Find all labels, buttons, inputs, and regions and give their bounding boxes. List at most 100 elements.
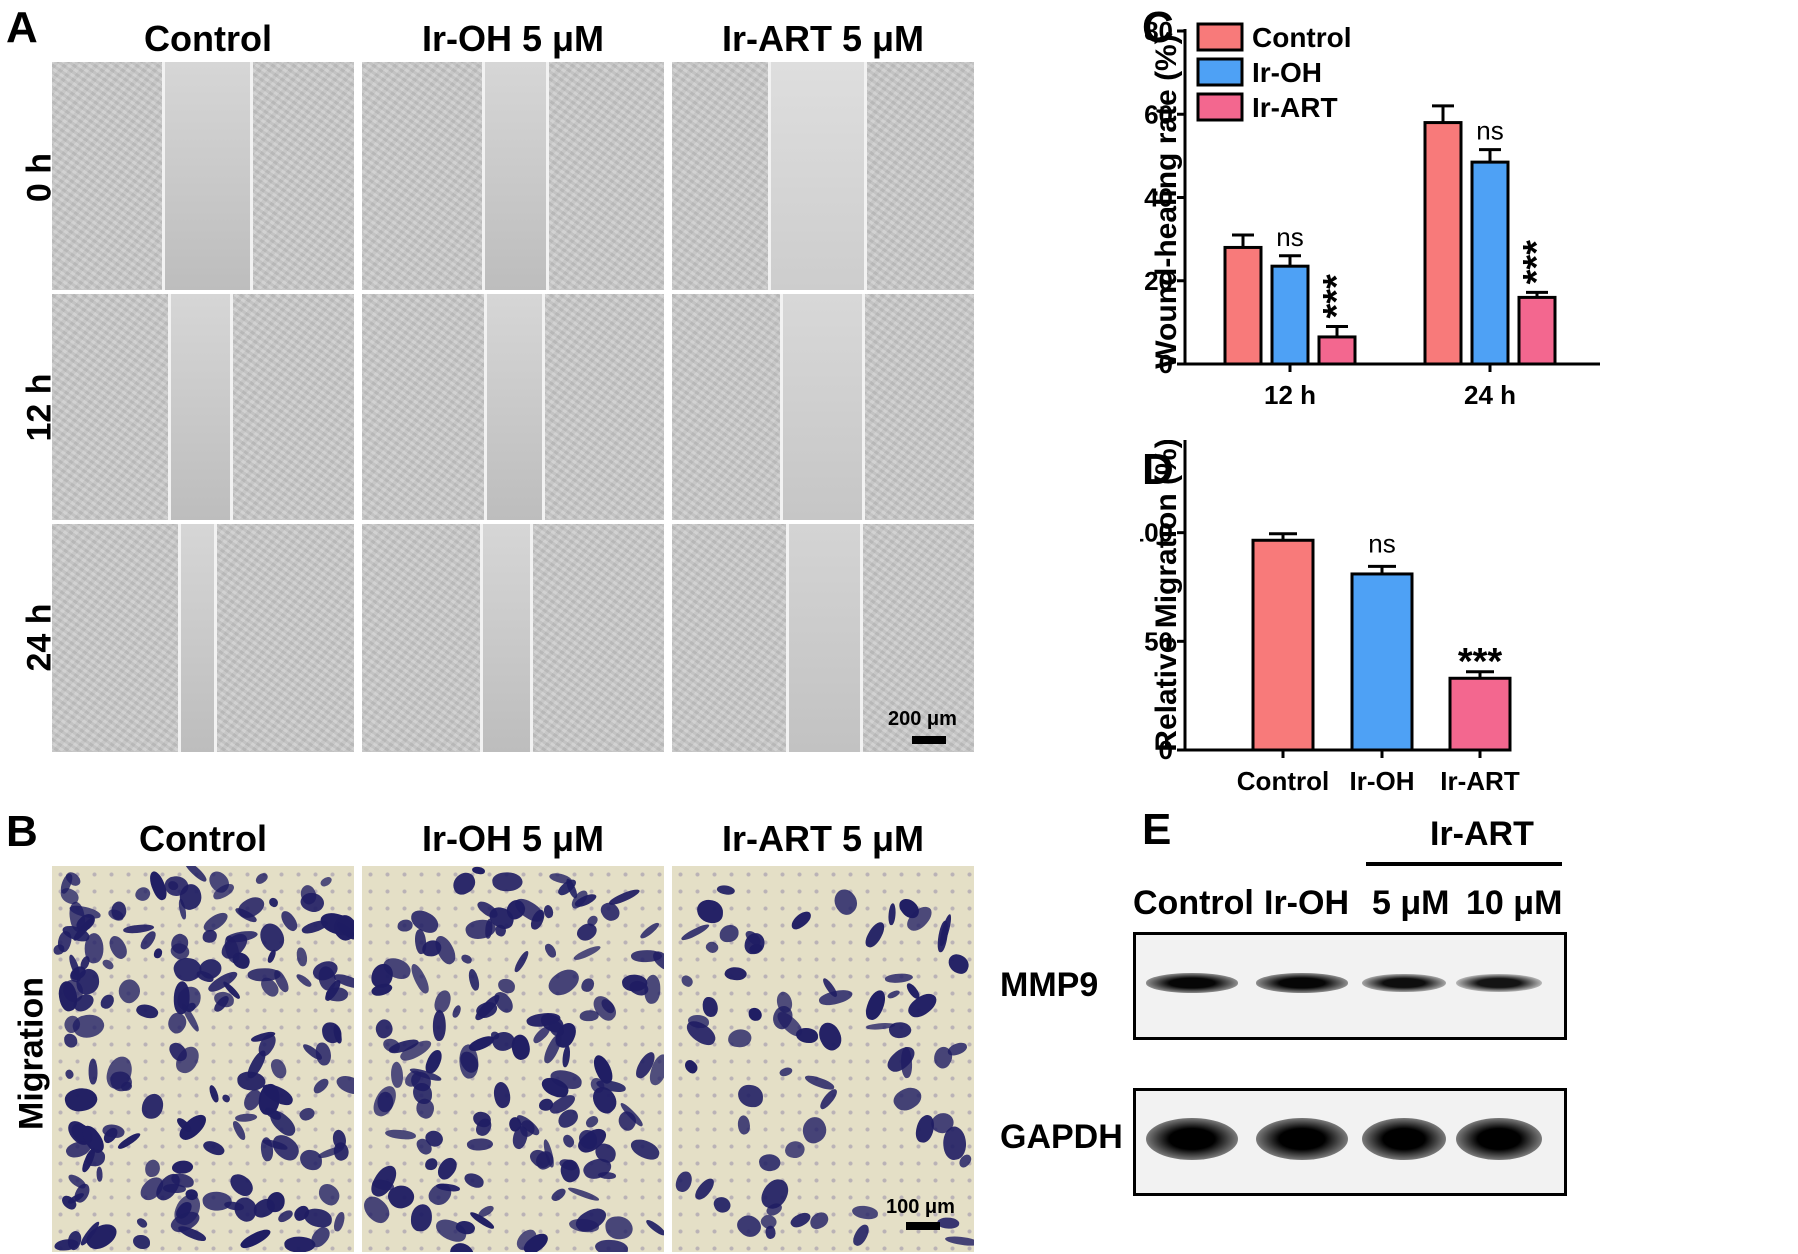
stained-cell-cluster xyxy=(314,1180,344,1209)
stained-cell-cluster xyxy=(852,1204,880,1220)
stained-cell-cluster xyxy=(320,1020,343,1044)
stained-cell-cluster xyxy=(221,1093,232,1104)
stained-cell-cluster xyxy=(561,1045,571,1069)
stained-cell-cluster xyxy=(389,1061,405,1089)
wb-band-label-mmp9: MMP9 xyxy=(1000,966,1099,1004)
stained-cell-cluster xyxy=(407,961,432,996)
stained-cell-cluster xyxy=(573,943,602,963)
stained-cell-cluster xyxy=(715,883,736,897)
stained-cell-cluster xyxy=(944,951,972,976)
stained-cell-cluster xyxy=(863,918,888,950)
stained-cell-cluster xyxy=(433,1154,461,1183)
chart-c-y-tick-label: 80 xyxy=(1144,16,1173,46)
stained-cell-cluster xyxy=(704,939,721,956)
stained-cell-cluster xyxy=(407,906,442,936)
stained-cell-cluster xyxy=(459,953,473,965)
wb-lane-5um: 5 μM xyxy=(1372,884,1450,922)
stained-cell-cluster xyxy=(604,1215,634,1241)
a-scale-bar xyxy=(912,736,946,744)
stained-cell-cluster xyxy=(87,1058,99,1085)
stained-cell-cluster xyxy=(863,987,889,1023)
stained-cell-cluster xyxy=(813,1018,847,1054)
chart-d-bar xyxy=(1251,538,1315,752)
a-col-title-control: Control xyxy=(144,18,272,59)
stained-cell-cluster xyxy=(692,1175,717,1203)
scratch-image-control-0h xyxy=(52,62,354,290)
stained-cell-cluster xyxy=(719,924,739,943)
stained-cell-cluster xyxy=(638,919,661,941)
b-col-title-iroh: Ir-OH 5 μM xyxy=(421,818,605,859)
stained-cell-cluster xyxy=(268,896,280,908)
stained-cell-cluster xyxy=(890,1082,925,1116)
chart-d-bar xyxy=(1448,676,1512,752)
stained-cell-cluster xyxy=(560,1132,577,1150)
chart-c-bar xyxy=(1317,335,1357,366)
chart-d-y-tick-label: 50 xyxy=(1144,626,1173,656)
stained-cell-cluster xyxy=(787,909,814,933)
stained-cell-cluster xyxy=(807,1209,831,1231)
stained-cell-cluster xyxy=(627,1136,663,1163)
chart-d-bar xyxy=(1350,572,1414,752)
chart-c-bar xyxy=(1423,121,1463,366)
stained-cell-cluster xyxy=(294,972,314,989)
stained-cell-cluster xyxy=(299,917,329,937)
stained-cell-cluster xyxy=(712,1195,733,1216)
stained-cell-cluster xyxy=(133,884,153,903)
stained-cell-cluster xyxy=(816,1086,840,1111)
stained-cell-cluster xyxy=(371,1082,400,1120)
panel-label-e: E xyxy=(1142,805,1172,854)
stained-cell-cluster xyxy=(423,1047,445,1076)
scratch-image-iroh-24h xyxy=(362,524,664,752)
stained-cell-cluster xyxy=(133,1235,151,1250)
stained-cell-cluster xyxy=(466,1136,494,1152)
stained-cell-cluster xyxy=(936,920,950,953)
chart-c-sig-label: ns xyxy=(1476,116,1503,146)
stained-cell-cluster xyxy=(112,975,145,1008)
stained-cell-cluster xyxy=(99,992,116,1011)
wb-band-mmp9 xyxy=(1456,974,1542,992)
wb-lane-10um: 10 μM xyxy=(1466,884,1563,922)
stained-cell-cluster xyxy=(680,922,711,943)
b-col-title-irart: Ir-ART 5 μM xyxy=(721,818,925,859)
stained-cell-cluster xyxy=(277,908,302,934)
stained-cell-cluster xyxy=(432,988,453,1015)
stained-cell-cluster xyxy=(410,1204,433,1232)
stained-cell-cluster xyxy=(673,1169,694,1194)
stained-cell-cluster xyxy=(788,1209,813,1232)
chart-c-x-tick-label: 24 h xyxy=(1464,380,1516,410)
chart-c-y-tick-label: 40 xyxy=(1144,183,1173,213)
chart-d-x-tick-label: Ir-OH xyxy=(1350,766,1415,796)
stained-cell-cluster xyxy=(134,1001,160,1021)
chart-c-y-tick-label: 60 xyxy=(1144,99,1173,129)
migration-image-control xyxy=(52,866,354,1252)
panel-label-a: A xyxy=(6,3,38,52)
scratch-image-iroh-0h xyxy=(362,62,664,290)
scratch-image-control-24h xyxy=(52,524,354,752)
stained-cell-cluster xyxy=(424,1156,439,1171)
chart-c-bar xyxy=(1270,264,1310,366)
stained-cell-cluster xyxy=(757,1151,783,1173)
a-col-title-irart: Ir-ART 5 μM xyxy=(721,18,925,59)
wb-band-gapdh xyxy=(1362,1118,1446,1160)
stained-cell-cluster xyxy=(748,1007,763,1021)
wb-blot-mmp9 xyxy=(1133,932,1567,1040)
stained-cell-cluster xyxy=(817,986,854,1009)
chart-c-bar xyxy=(1223,245,1263,366)
stained-cell-cluster xyxy=(727,1028,752,1049)
stained-cell-cluster xyxy=(101,957,116,972)
stained-cell-cluster xyxy=(783,1139,807,1161)
chart-d-y-tick-label: 0 xyxy=(1159,735,1173,765)
chart-c-sig-label: ns xyxy=(1276,222,1303,252)
wb-band-label-gapdh: GAPDH xyxy=(1000,1118,1123,1156)
wb-blot-gapdh xyxy=(1133,1088,1567,1196)
scratch-image-control-12h xyxy=(52,294,354,520)
chart-c-bar xyxy=(1470,160,1510,366)
stained-cell-cluster xyxy=(62,1084,100,1115)
stained-cell-cluster xyxy=(643,1217,664,1237)
chart-c-sig-label: *** xyxy=(1316,274,1358,319)
stained-cell-cluster xyxy=(283,1235,316,1252)
stained-cell-cluster xyxy=(238,1225,274,1252)
stained-cell-cluster xyxy=(172,1160,194,1175)
wb-band-mmp9 xyxy=(1256,973,1348,993)
a-col-title-iroh: Ir-OH 5 μM xyxy=(421,18,605,59)
